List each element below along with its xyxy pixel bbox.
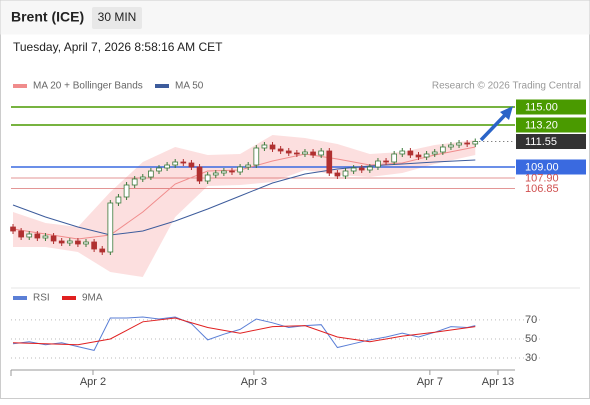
candle-body — [245, 164, 252, 168]
legend-label: MA 20 + Bollinger Bands — [33, 81, 143, 92]
legend-swatch — [62, 296, 76, 300]
legend-label: 9MA — [82, 293, 103, 304]
candle-body — [123, 184, 130, 198]
candle-body — [294, 152, 300, 155]
candle-body — [448, 144, 454, 148]
legend-label: MA 50 — [175, 81, 204, 92]
interval[interactable]: 30 MIN — [98, 10, 137, 24]
candle-body — [34, 233, 41, 239]
level-label-box — [516, 134, 586, 149]
candle-body — [261, 144, 268, 149]
candle-body — [318, 150, 325, 156]
candle-body — [139, 176, 146, 180]
candle-body — [107, 202, 114, 253]
legend-swatch — [13, 84, 27, 88]
candle-body — [58, 240, 65, 244]
candle-body — [115, 196, 122, 204]
candle-body — [75, 240, 81, 245]
x-tick-label: Apr 3 — [241, 376, 267, 388]
candle-body — [66, 240, 73, 244]
level-label: 106.85 — [525, 183, 559, 195]
candle-body — [415, 154, 422, 158]
candle-body — [42, 235, 49, 239]
candle-body — [375, 160, 381, 168]
candle-body — [334, 172, 341, 177]
candle-body — [326, 150, 333, 174]
rsi-tick-label: 30 — [525, 352, 537, 364]
candle-body — [253, 147, 260, 166]
bollinger-band — [13, 135, 476, 277]
candle-body — [172, 161, 179, 166]
candle-body — [285, 150, 292, 154]
candle-body — [439, 146, 446, 153]
rsi-line — [12, 317, 476, 346]
candle-body — [180, 161, 187, 164]
level-label: 107.90 — [525, 172, 559, 184]
legend-swatch — [155, 84, 169, 88]
forecast-arrowhead — [500, 106, 513, 120]
candle-body — [148, 170, 154, 178]
chart-title: Brent (ICE) — [11, 9, 84, 25]
candle-body — [164, 164, 170, 169]
subtitle: Tuesday, April 7, 2026 8:58:16 AM CET — [13, 40, 223, 54]
legend-swatch — [13, 296, 27, 300]
candle-body — [269, 144, 276, 150]
candle-body — [407, 150, 414, 156]
level-label: 115.00 — [525, 101, 558, 113]
candle-body — [196, 166, 203, 182]
candle-body — [399, 150, 406, 155]
rsi-tick-label: 70 — [525, 314, 537, 326]
candle-body — [212, 172, 219, 176]
x-tick-label: Apr 13 — [482, 376, 514, 388]
ma50-line — [12, 159, 476, 236]
candle-body — [26, 233, 33, 238]
candle-body — [18, 230, 24, 238]
candle-body — [342, 170, 349, 177]
rsi-line — [12, 316, 476, 351]
x-tick-label: Apr 2 — [80, 376, 106, 388]
candle-body — [10, 226, 16, 232]
candle-body — [277, 148, 284, 152]
level-label-box — [516, 117, 586, 133]
candle-body — [350, 167, 357, 172]
candle-body — [358, 167, 365, 171]
x-tick-label: Apr 7 — [417, 376, 443, 388]
level-label: 111.55 — [525, 136, 557, 148]
candle-body — [131, 178, 138, 186]
candle-body — [188, 162, 195, 168]
candle-body — [83, 241, 89, 245]
candle-body — [91, 241, 97, 250]
candle-body — [431, 151, 438, 155]
candle-body — [472, 141, 479, 145]
forecast-arrow — [479, 112, 508, 142]
candle-body — [302, 151, 308, 155]
rsi-tick-label: 50 — [525, 333, 537, 345]
candle-body — [464, 142, 470, 145]
legend-label: RSI — [33, 293, 50, 304]
candle-body — [456, 142, 462, 146]
candle-body — [229, 170, 235, 173]
candle-body — [237, 166, 243, 173]
level-label: 113.20 — [525, 119, 558, 131]
level-label: 109.00 — [525, 161, 559, 173]
candle-body — [383, 160, 389, 163]
candle-body — [156, 167, 162, 172]
candle-body — [50, 235, 57, 242]
level-label-box — [516, 99, 586, 115]
candle-body — [391, 153, 398, 163]
level-label-box — [516, 159, 586, 175]
candle-body — [423, 153, 430, 158]
header-bar — [0, 0, 590, 35]
source: Research © 2026 Trading Central — [432, 81, 581, 92]
candle-body — [204, 174, 211, 182]
candle-body — [221, 170, 227, 174]
candle-body — [367, 166, 373, 171]
interval-box[interactable] — [92, 7, 142, 29]
candle-body — [310, 151, 316, 156]
candle-body — [99, 248, 106, 253]
